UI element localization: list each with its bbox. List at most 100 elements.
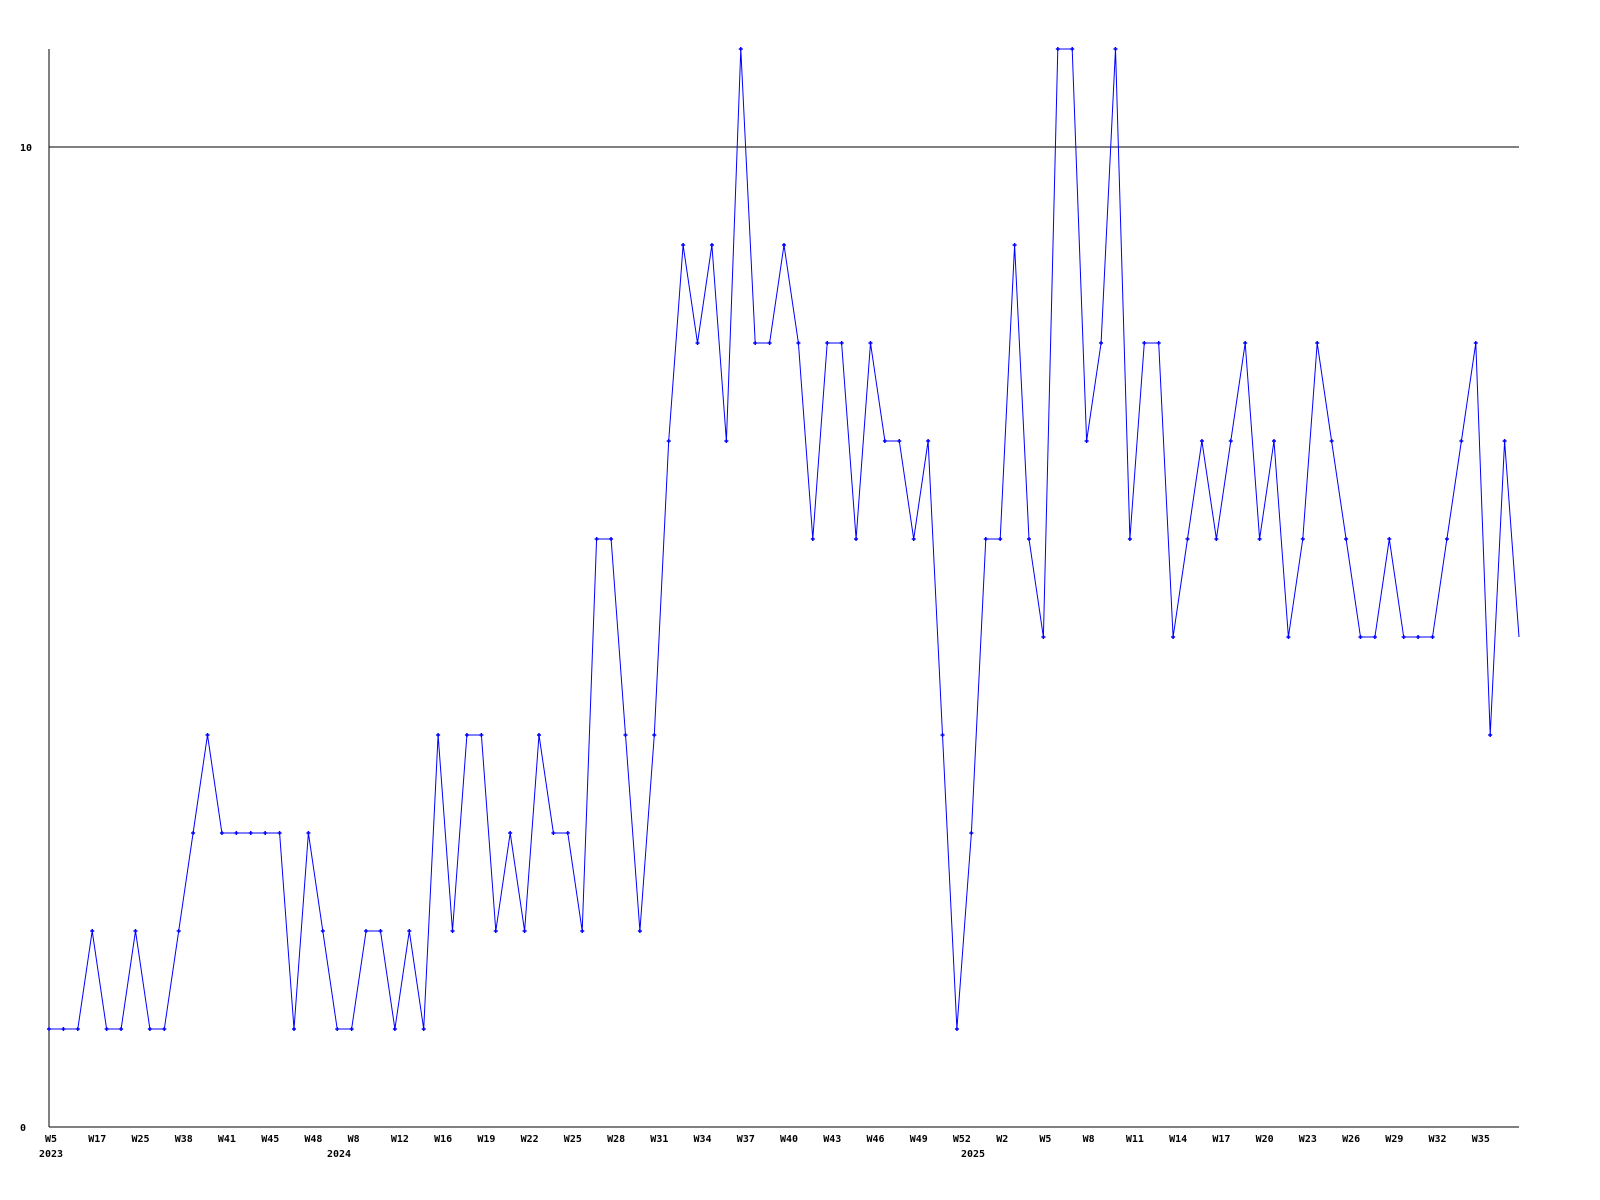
data-point <box>248 831 253 835</box>
x-tick-label: W37 <box>737 1134 755 1145</box>
data-point <box>104 1027 109 1031</box>
data-point <box>1156 341 1161 345</box>
x-tick-label: W25 <box>564 1134 582 1145</box>
data-point <box>349 1027 354 1031</box>
data-point <box>1272 439 1276 443</box>
data-point <box>709 243 714 247</box>
x-tick-label: W19 <box>477 1134 495 1145</box>
data-point <box>983 537 988 541</box>
data-point <box>508 831 513 835</box>
data-point <box>1084 439 1089 443</box>
data-point <box>868 341 873 345</box>
x-tick-label: W41 <box>218 1134 236 1145</box>
data-point <box>1387 537 1392 541</box>
data-point <box>1041 635 1046 639</box>
data-point <box>882 439 887 443</box>
data-point <box>666 439 671 443</box>
data-point <box>364 929 369 933</box>
data-point <box>392 1027 397 1031</box>
data-point <box>810 537 815 541</box>
x-tick-label: W49 <box>910 1134 928 1145</box>
data-point <box>176 929 181 933</box>
data-point <box>897 439 902 443</box>
data-point <box>1099 341 1104 345</box>
data-point <box>565 831 570 835</box>
data-point <box>911 537 916 541</box>
x-tick-label: W20 <box>1256 1134 1274 1145</box>
x-tick-label: W2 <box>996 1134 1008 1145</box>
data-point <box>1286 635 1291 639</box>
data-point <box>493 929 498 933</box>
year-label: 2024 <box>327 1149 351 1160</box>
data-point <box>1459 439 1464 443</box>
data-point <box>1401 635 1406 639</box>
data-point <box>537 733 541 737</box>
x-tick-label: W22 <box>521 1134 539 1145</box>
data-point <box>421 1027 426 1031</box>
data-point <box>90 929 95 933</box>
data-point <box>551 831 556 835</box>
data-point <box>637 929 642 933</box>
data-point <box>738 47 743 51</box>
data-point <box>782 243 786 247</box>
data-point <box>926 439 931 443</box>
x-tick-label: W25 <box>132 1134 150 1145</box>
data-point <box>335 1027 340 1031</box>
data-point <box>1185 537 1190 541</box>
data-point <box>292 1027 296 1031</box>
data-point <box>1444 537 1449 541</box>
year-label: 2023 <box>39 1149 63 1160</box>
axes: 10 0 <box>20 49 1519 1134</box>
x-tick-label: W26 <box>1342 1134 1360 1145</box>
data-point <box>522 929 527 933</box>
data-point <box>263 831 268 835</box>
data-point <box>767 341 772 345</box>
data-point <box>1502 439 1507 443</box>
x-tick-label: W52 <box>953 1134 971 1145</box>
x-tick-label: W8 <box>1083 1134 1095 1145</box>
data-point <box>147 1027 152 1031</box>
x-tick-label: W34 <box>694 1134 712 1145</box>
x-tick-label: W40 <box>780 1134 798 1145</box>
x-tick-label: W38 <box>175 1134 193 1145</box>
data-point <box>464 733 469 737</box>
data-point <box>133 929 138 933</box>
data-point <box>940 733 945 737</box>
data-point <box>1473 341 1478 345</box>
data-point <box>1488 733 1493 737</box>
data-point <box>1199 439 1204 443</box>
data-point <box>1430 635 1435 639</box>
data-point <box>609 537 614 541</box>
data-point <box>1300 537 1305 541</box>
data-point <box>219 831 224 835</box>
data-point <box>1358 635 1363 639</box>
x-tick-label: W28 <box>607 1134 625 1145</box>
year-label: 2025 <box>961 1149 985 1160</box>
data-point <box>580 929 585 933</box>
data-point <box>277 831 282 835</box>
x-tick-label: W14 <box>1169 1134 1187 1145</box>
data-point <box>623 733 628 737</box>
x-tick-label: W11 <box>1126 1134 1144 1145</box>
data-point <box>1416 635 1421 639</box>
x-tick-label: W5 <box>1039 1134 1051 1145</box>
data-point <box>1012 243 1017 247</box>
x-tick-label: W12 <box>391 1134 409 1145</box>
data-point <box>1344 537 1349 541</box>
data-point <box>75 1027 80 1031</box>
data-point <box>205 733 210 737</box>
data-point <box>652 733 657 737</box>
data-point <box>1257 537 1262 541</box>
x-tick-label: W32 <box>1429 1134 1447 1145</box>
x-tick-label: W48 <box>304 1134 322 1145</box>
x-tick-label: W16 <box>434 1134 452 1145</box>
data-point <box>854 537 859 541</box>
y-tick-label-0: 0 <box>20 1123 26 1134</box>
data-point <box>407 929 412 933</box>
data-point <box>1027 537 1031 541</box>
x-tick-label: W23 <box>1299 1134 1317 1145</box>
x-tick-label: W5 <box>45 1134 57 1145</box>
x-tick-label: W43 <box>823 1134 841 1145</box>
data-point <box>306 831 311 835</box>
